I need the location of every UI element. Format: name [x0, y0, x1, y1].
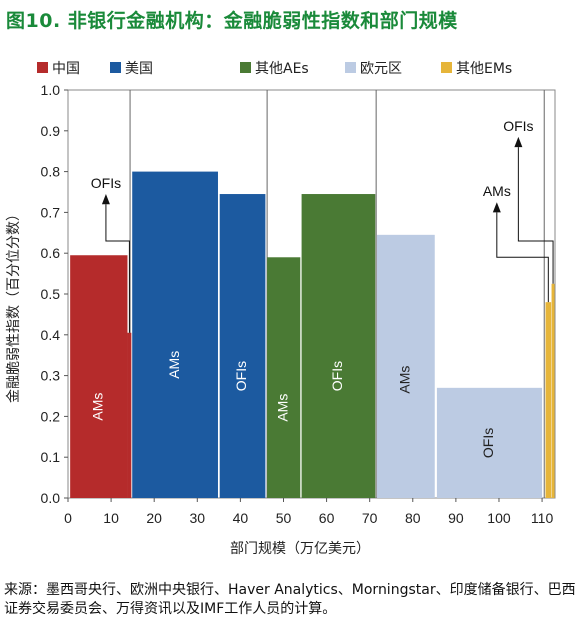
- x-tick-label: 90: [448, 510, 464, 526]
- source-note: 来源：墨西哥央行、欧洲中央银行、Haver Analytics、Mornings…: [4, 582, 576, 617]
- legend-label: 中国: [52, 61, 80, 77]
- bar: [551, 283, 555, 498]
- bar-label: OFIs: [233, 361, 249, 391]
- x-tick-label: 30: [190, 510, 206, 526]
- y-tick-label: 0.8: [41, 164, 61, 180]
- y-tick-label: 0.6: [41, 245, 61, 261]
- legend: 中国 美国 其他AEs 欧元区 其他EMs: [37, 61, 512, 77]
- legend-swatch: [110, 62, 121, 73]
- bar-series: [70, 171, 555, 499]
- x-tick-label: 20: [146, 510, 162, 526]
- x-tick-label: 50: [276, 510, 292, 526]
- legend-label: 美国: [125, 61, 153, 77]
- x-tick-label: 0: [64, 510, 72, 526]
- legend-swatch: [240, 62, 251, 73]
- bar-label: AMs: [274, 394, 290, 422]
- bar: [132, 171, 218, 498]
- bar-label: AMs: [166, 351, 182, 379]
- bar-label: AMs: [397, 366, 413, 394]
- bar-labels: AMs AMs OFIs AMs OFIs AMs OFIs: [90, 351, 497, 458]
- bar: [377, 234, 435, 498]
- legend-swatch: [441, 62, 452, 73]
- y-tick-label: 0.1: [41, 449, 61, 465]
- bar: [127, 332, 132, 498]
- y-tick-label: 0.4: [41, 327, 61, 343]
- y-tick-label: 0.2: [41, 408, 61, 424]
- annotation-arrowhead: [514, 136, 523, 148]
- bar: [436, 387, 543, 498]
- bar: [301, 194, 376, 499]
- x-tick-label: 40: [233, 510, 249, 526]
- legend-label: 其他AEs: [255, 61, 309, 77]
- x-tick-label: 80: [405, 510, 421, 526]
- y-tick-label: 0.9: [41, 123, 61, 139]
- annotation-leader-line: [496, 212, 549, 303]
- x-tick-label: 60: [319, 510, 335, 526]
- bar: [545, 302, 552, 498]
- y-axis-label: 金融脆弱性指数（百分位分数）: [5, 207, 22, 403]
- x-axis-label: 部门规模（万亿美元）: [230, 541, 370, 557]
- axes: 0.0 0.1 0.2 0.3 0.4 0.5 0.6 0.7 0.8 0.9 1.0 0 10 20 30…: [41, 82, 554, 526]
- bar-label: AMs: [90, 393, 106, 421]
- annotation-leader-line: [105, 204, 130, 333]
- annotation-leader-line: [517, 147, 554, 284]
- y-tick-label: 1.0: [41, 82, 61, 98]
- legend-label: 欧元区: [360, 61, 402, 77]
- bar: [70, 255, 128, 498]
- annotations: OFIs AMs OFIs: [91, 118, 554, 333]
- y-tick-label: 0.5: [41, 286, 61, 302]
- y-tick-label: 0.7: [41, 204, 61, 220]
- chart-title: 图10. 非银行金融机构：金融脆弱性指数和部门规模: [6, 10, 458, 32]
- annotation-text: OFIs: [503, 118, 533, 134]
- y-tick-label: 0.0: [41, 490, 61, 506]
- legend-label: 其他EMs: [456, 61, 512, 77]
- x-tick-label: 110: [531, 510, 554, 526]
- x-tick-label: 70: [362, 510, 378, 526]
- annotation-text: AMs: [483, 183, 511, 199]
- legend-swatch: [37, 62, 48, 73]
- bar: [267, 257, 301, 498]
- legend-swatch: [345, 62, 356, 73]
- annotation-text: OFIs: [91, 175, 121, 191]
- bar-label: OFIs: [329, 361, 345, 391]
- bar-label: OFIs: [480, 428, 496, 458]
- chart-canvas: AMs AMs OFIs AMs OFIs AMs OFIs OFIs AMs OFIs 0.0…: [5, 61, 556, 557]
- bar: [219, 194, 266, 499]
- y-tick-label: 0.3: [41, 368, 61, 384]
- annotation-arrowhead: [101, 194, 110, 205]
- x-tick-label: 100: [487, 510, 511, 526]
- annotation-arrowhead: [492, 202, 501, 213]
- x-tick-label: 10: [103, 510, 119, 526]
